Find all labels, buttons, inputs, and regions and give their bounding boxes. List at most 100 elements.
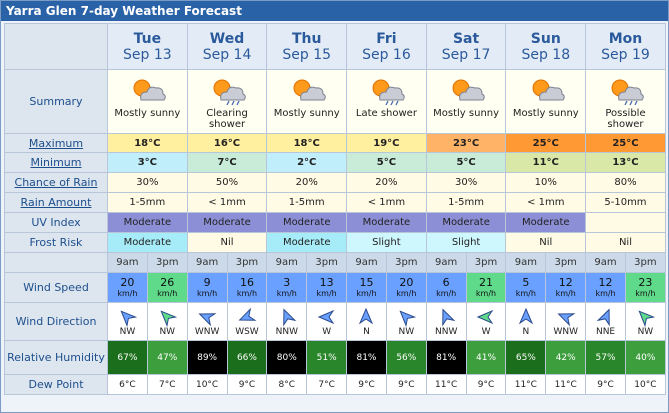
summary-cell: Clearing shower bbox=[186, 69, 268, 134]
wind-arrow-icon bbox=[638, 310, 656, 327]
wind-speed-value: 13 bbox=[319, 275, 334, 289]
wind-direction-text: NNW bbox=[275, 327, 298, 337]
row-label-text: Dew Point bbox=[28, 378, 84, 391]
maximum-cell: 18°C bbox=[107, 133, 188, 153]
summary-cell: Late shower bbox=[346, 69, 427, 134]
wind-speed-unit: km/h bbox=[356, 288, 377, 298]
wind-direction-cell: NNE bbox=[585, 302, 626, 341]
minimum-cell: 13°C bbox=[585, 152, 666, 173]
wind-arrow-icon bbox=[317, 309, 334, 325]
row-label-text: Wind Direction bbox=[15, 315, 97, 328]
wind-direction-cell: NW bbox=[385, 302, 427, 341]
table-row: Maximum 18°C 16°C 18°C 19°C 23°C 25°C 25°C bbox=[4, 133, 666, 153]
chance-of-rain-cell: 80% bbox=[585, 172, 666, 193]
table-row: Dew Point 6°C 7°C 10°C 9°C 8°C 7°C 9°C 9°C 11°C 9°… bbox=[4, 374, 666, 395]
row-label-text: Chance of Rain bbox=[14, 176, 98, 189]
wind-speed-value: 21 bbox=[479, 275, 494, 289]
wind-speed-value: 16 bbox=[239, 275, 254, 289]
wind-arrow bbox=[399, 310, 417, 327]
summary-text: Mostly sunny bbox=[433, 108, 500, 119]
maximum-cell: 19°C bbox=[346, 133, 427, 153]
day-name: Mon bbox=[608, 30, 643, 47]
dew-point-cell: 8°C bbox=[266, 374, 308, 395]
day-name: Sun bbox=[530, 30, 561, 47]
wind-arrow bbox=[317, 309, 334, 325]
frost-risk-cell: Nil bbox=[585, 232, 666, 253]
dew-point-cell: 9°C bbox=[385, 374, 427, 395]
summary-text: Mostly sunny bbox=[512, 108, 579, 119]
chance-of-rain-cell: 20% bbox=[346, 172, 427, 193]
day-header: Sun Sep 18 bbox=[505, 23, 587, 70]
wind-direction-text: N bbox=[522, 327, 530, 337]
summary-text: Mostly sunny bbox=[273, 108, 340, 119]
day-date: Sep 19 bbox=[601, 46, 650, 63]
chance-of-rain-cell: 50% bbox=[186, 172, 268, 193]
minimum-cell: 2°C bbox=[266, 152, 348, 173]
day-name: Sat bbox=[452, 30, 480, 47]
wind-arrow-icon bbox=[557, 313, 576, 327]
table-row: Wind Speed 20 km/h 26 km/h 9 km/h 16 km/h 3 km/h 13… bbox=[4, 272, 666, 303]
table-row: Relative Humidity 67% 47% 89% 66% 80% 51% 81% 56… bbox=[4, 340, 666, 375]
wind-speed-unit: km/h bbox=[635, 288, 656, 298]
time-cell: 9am bbox=[425, 252, 467, 273]
wind-speed-unit: km/h bbox=[515, 288, 536, 298]
rain-amount-cell: < 1mm bbox=[505, 192, 587, 213]
rain-amount-cell: < 1mm bbox=[346, 192, 427, 213]
wind-speed-unit: km/h bbox=[117, 288, 138, 298]
wind-speed-value: 12 bbox=[598, 275, 613, 289]
wind-direction-text: WSW bbox=[235, 327, 259, 337]
table-row: Frost Risk Moderate Nil Moderate Slight Sligh… bbox=[4, 232, 666, 253]
wind-direction-cell: W bbox=[306, 302, 348, 341]
row-label-text: UV Index bbox=[31, 216, 81, 229]
table-row: Wind Direction NW NW WNW WSW NNW W N NW NNW W N WNW N… bbox=[4, 302, 666, 341]
maximum-cell: 16°C bbox=[186, 133, 268, 153]
row-label: Maximum bbox=[4, 133, 108, 153]
wind-direction-text: N bbox=[363, 327, 370, 337]
maximum-cell: 23°C bbox=[425, 133, 507, 153]
summary-cell: Mostly sunny bbox=[505, 69, 587, 134]
row-label: Rain Amount bbox=[4, 192, 108, 213]
dew-point-cell: 11°C bbox=[545, 374, 587, 395]
time-cell: 3pm bbox=[465, 252, 507, 273]
wind-direction-cell: NNW bbox=[266, 302, 308, 341]
cloud bbox=[379, 86, 406, 101]
rain-drop bbox=[629, 100, 634, 106]
wind-direction-cell: NW bbox=[624, 302, 666, 341]
rain-drop bbox=[624, 100, 629, 106]
time-cell: 9am bbox=[107, 252, 148, 273]
day-name: Tue bbox=[133, 30, 162, 47]
time-cell: 9am bbox=[186, 252, 228, 273]
wind-arrow-icon bbox=[160, 310, 178, 327]
wind-speed-value: 9 bbox=[203, 275, 211, 289]
rain-drop bbox=[395, 100, 399, 106]
wind-direction-cell: NW bbox=[107, 302, 148, 341]
wind-arrow bbox=[283, 308, 297, 327]
frost-risk-cell: Slight bbox=[346, 232, 427, 253]
wind-speed-unit: km/h bbox=[236, 288, 258, 298]
maximum-cell: 18°C bbox=[266, 133, 348, 153]
day-date: Sep 15 bbox=[282, 46, 332, 63]
time-cell: 3pm bbox=[146, 252, 188, 273]
dew-point-cell: 9°C bbox=[465, 374, 507, 395]
humidity-cell: 65% bbox=[505, 340, 547, 375]
wind-direction-text: WNW bbox=[553, 327, 578, 337]
dew-point-cell: 10°C bbox=[624, 374, 666, 395]
row-label-text: Summary bbox=[29, 95, 83, 108]
wind-arrow-icon bbox=[198, 313, 217, 327]
rain-amount-cell: 5-10mm bbox=[585, 192, 666, 213]
wind-arrow-icon bbox=[399, 310, 417, 327]
minimum-cell: 5°C bbox=[425, 152, 507, 173]
wind-speed-value: 12 bbox=[558, 275, 573, 289]
dew-point-cell: 11°C bbox=[425, 374, 467, 395]
wind-speed-cell: 12 km/h bbox=[545, 272, 587, 303]
weather-icon bbox=[452, 79, 485, 101]
corner-cell bbox=[4, 23, 108, 70]
table-row: 9am 3pm 9am 3pm 9am 3pm 9am 3pm 9am 3pm 9am 3pm 9am 3… bbox=[4, 252, 666, 273]
wind-direction-text: NW bbox=[637, 327, 654, 337]
humidity-cell: 81% bbox=[346, 340, 387, 375]
wind-direction-text: NNE bbox=[595, 327, 616, 337]
weather-icon bbox=[611, 79, 645, 106]
frost-risk-cell: Nil bbox=[505, 232, 587, 253]
weather-icon bbox=[372, 79, 406, 106]
day-date: Sep 18 bbox=[521, 46, 571, 63]
